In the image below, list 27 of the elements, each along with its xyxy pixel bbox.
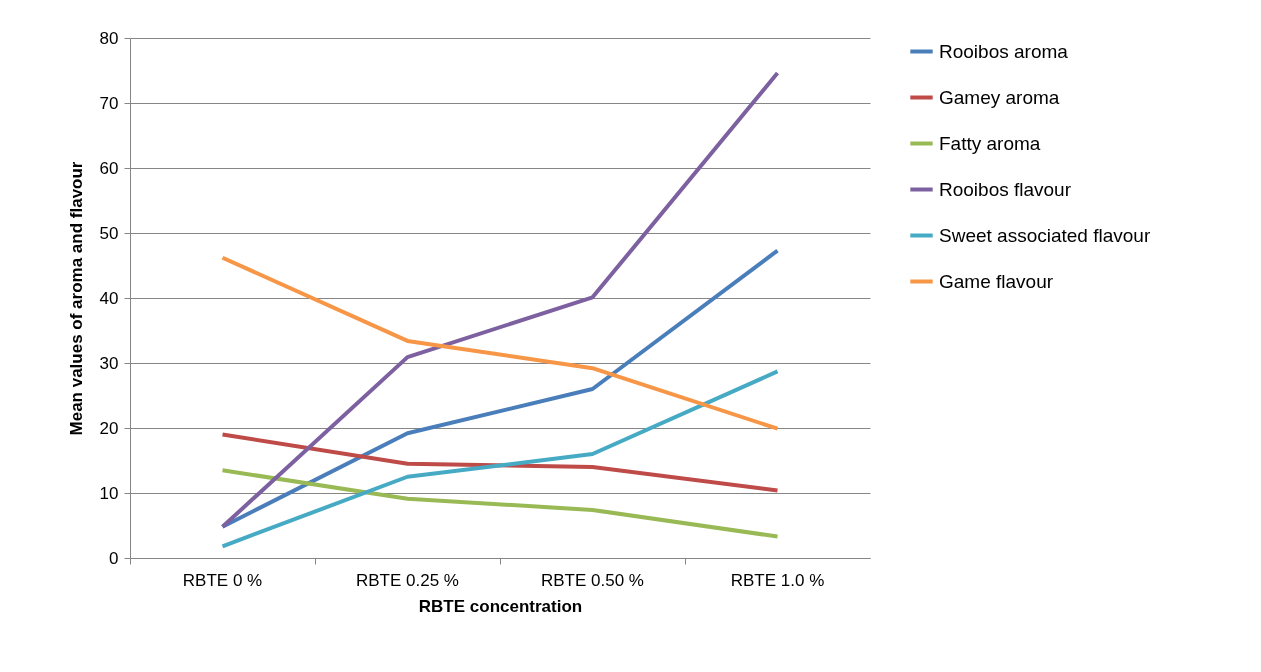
y-tick-label: 80 (99, 28, 119, 48)
y-tick-label: 70 (99, 93, 119, 113)
y-tick-label: 40 (99, 288, 119, 308)
x-tick-label: RBTE 0 % (182, 570, 263, 590)
legend-label: Gamey aroma (939, 86, 1060, 108)
legend-label: Sweet associated flavour (939, 224, 1151, 246)
x-tick-label: RBTE 1.0 % (730, 570, 825, 590)
line-series (220, 369, 780, 549)
x-axis-title: RBTE concentration (418, 596, 583, 616)
y-tick-label: 0 (109, 548, 119, 568)
y-tick-label: 10 (99, 483, 119, 503)
line-series (220, 248, 780, 529)
line-series (220, 255, 780, 431)
y-tick-label: 30 (99, 353, 119, 373)
legend-label: Rooibos flavour (939, 178, 1072, 200)
line-series (220, 432, 780, 493)
x-tick-label: RBTE 0.50 % (541, 570, 644, 590)
x-tick-label: RBTE 0.25 % (356, 570, 459, 590)
legend-label: Rooibos aroma (939, 40, 1069, 62)
y-axis-title: Mean values of aroma and flavour (66, 161, 86, 436)
y-tick-label: 20 (99, 418, 119, 438)
line-series (220, 71, 780, 529)
legend-label: Fatty aroma (939, 132, 1041, 154)
line-series (220, 468, 780, 539)
y-tick-label: 60 (99, 158, 119, 178)
legend-label: Game flavour (939, 270, 1054, 292)
y-tick-label: 50 (99, 223, 119, 243)
